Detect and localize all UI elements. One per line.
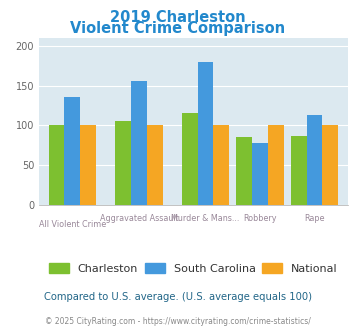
Text: 2019 Charleston: 2019 Charleston: [110, 10, 245, 25]
Text: All Violent Crime: All Violent Crime: [39, 220, 106, 229]
Bar: [131, 81, 147, 205]
Bar: [198, 62, 213, 205]
Text: Compared to U.S. average. (U.S. average equals 100): Compared to U.S. average. (U.S. average …: [44, 292, 311, 302]
Bar: [147, 125, 163, 205]
Bar: [213, 125, 229, 205]
Text: Aggravated Assault: Aggravated Assault: [100, 214, 178, 223]
Text: Murder & Mans...: Murder & Mans...: [171, 214, 240, 223]
Bar: [182, 113, 198, 205]
Text: Violent Crime Comparison: Violent Crime Comparison: [70, 21, 285, 36]
Legend: Charleston, South Carolina, National: Charleston, South Carolina, National: [49, 263, 338, 274]
Bar: [252, 144, 268, 205]
Bar: [65, 97, 80, 205]
Text: Rape: Rape: [304, 214, 325, 223]
Bar: [115, 121, 131, 205]
Text: © 2025 CityRating.com - https://www.cityrating.com/crime-statistics/: © 2025 CityRating.com - https://www.city…: [45, 317, 310, 326]
Bar: [307, 115, 322, 205]
Bar: [322, 125, 338, 205]
Bar: [236, 137, 252, 205]
Bar: [49, 125, 65, 205]
Bar: [268, 125, 284, 205]
Bar: [80, 125, 96, 205]
Bar: [291, 136, 307, 205]
Text: Robbery: Robbery: [243, 214, 277, 223]
